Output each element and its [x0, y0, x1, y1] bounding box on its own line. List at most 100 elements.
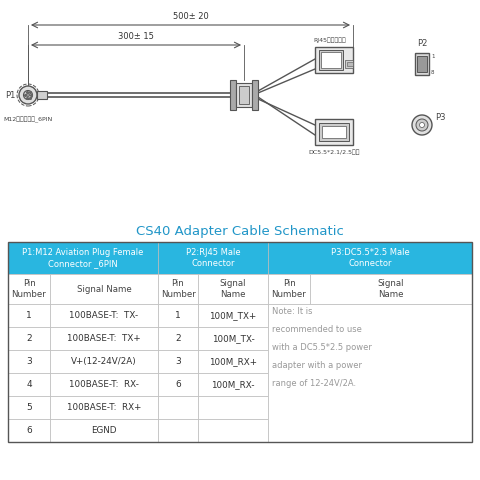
FancyBboxPatch shape: [158, 396, 198, 419]
FancyBboxPatch shape: [8, 396, 50, 419]
Text: 100M_TX-: 100M_TX-: [212, 334, 254, 343]
FancyBboxPatch shape: [268, 304, 472, 442]
FancyBboxPatch shape: [417, 56, 427, 72]
FancyBboxPatch shape: [37, 91, 47, 99]
Text: M12航空头母头_6PIN: M12航空头母头_6PIN: [3, 117, 53, 123]
FancyBboxPatch shape: [310, 274, 472, 304]
FancyBboxPatch shape: [8, 419, 50, 442]
Text: 100M_RX+: 100M_RX+: [209, 357, 257, 366]
Text: 6: 6: [175, 380, 181, 389]
Text: 1: 1: [26, 311, 32, 320]
Circle shape: [26, 94, 29, 96]
FancyBboxPatch shape: [319, 50, 343, 70]
FancyBboxPatch shape: [158, 419, 198, 442]
Circle shape: [19, 86, 37, 104]
Text: recommended to use: recommended to use: [272, 324, 362, 334]
FancyBboxPatch shape: [50, 350, 158, 373]
Text: 3: 3: [175, 357, 181, 366]
FancyBboxPatch shape: [198, 396, 268, 419]
Text: 500± 20: 500± 20: [173, 12, 208, 21]
FancyBboxPatch shape: [315, 119, 353, 145]
Text: 100M_RX-: 100M_RX-: [211, 380, 255, 389]
Text: RJ45连接器公头: RJ45连接器公头: [313, 37, 347, 43]
Text: 4: 4: [26, 380, 32, 389]
FancyBboxPatch shape: [158, 274, 198, 304]
FancyBboxPatch shape: [50, 327, 158, 350]
Text: 6: 6: [26, 426, 32, 435]
Text: Pin
Number: Pin Number: [161, 279, 195, 299]
FancyBboxPatch shape: [158, 350, 198, 373]
Text: 100BASE-T:  RX-: 100BASE-T: RX-: [69, 380, 139, 389]
FancyBboxPatch shape: [345, 60, 353, 68]
FancyBboxPatch shape: [50, 274, 158, 304]
Text: 100BASE-T:  TX-: 100BASE-T: TX-: [70, 311, 139, 320]
FancyBboxPatch shape: [198, 373, 268, 396]
FancyBboxPatch shape: [8, 304, 50, 327]
Text: CS40 Adapter Cable Schematic: CS40 Adapter Cable Schematic: [136, 226, 344, 239]
Text: Pin
Number: Pin Number: [272, 279, 306, 299]
Text: Signal
Name: Signal Name: [220, 279, 246, 299]
Text: EGND: EGND: [91, 426, 117, 435]
Text: P1:M12 Aviation Plug Female
Connector _6PIN: P1:M12 Aviation Plug Female Connector _6…: [22, 248, 144, 268]
FancyBboxPatch shape: [158, 373, 198, 396]
FancyBboxPatch shape: [230, 80, 236, 110]
FancyBboxPatch shape: [268, 274, 310, 304]
Circle shape: [24, 91, 33, 99]
FancyBboxPatch shape: [315, 47, 353, 73]
Circle shape: [412, 115, 432, 135]
FancyBboxPatch shape: [198, 419, 268, 442]
Text: 100BASE-T:  TX+: 100BASE-T: TX+: [67, 334, 141, 343]
Text: 100M_TX+: 100M_TX+: [209, 311, 257, 320]
Text: P3:DC5.5*2.5 Male
Connector: P3:DC5.5*2.5 Male Connector: [331, 248, 409, 268]
Text: Pin
Number: Pin Number: [12, 279, 47, 299]
Text: P1: P1: [5, 91, 15, 99]
FancyBboxPatch shape: [50, 419, 158, 442]
FancyBboxPatch shape: [8, 350, 50, 373]
FancyBboxPatch shape: [50, 396, 158, 419]
FancyBboxPatch shape: [198, 350, 268, 373]
Text: P2:RJ45 Male
Connector: P2:RJ45 Male Connector: [186, 248, 240, 268]
FancyBboxPatch shape: [198, 327, 268, 350]
Text: Signal Name: Signal Name: [77, 285, 132, 293]
FancyBboxPatch shape: [198, 274, 268, 304]
FancyBboxPatch shape: [158, 242, 268, 274]
FancyBboxPatch shape: [322, 126, 346, 138]
Text: 2: 2: [175, 334, 181, 343]
Circle shape: [420, 122, 424, 128]
Text: range of 12-24V/2A.: range of 12-24V/2A.: [272, 379, 356, 387]
Text: P2: P2: [417, 39, 427, 48]
FancyBboxPatch shape: [347, 62, 353, 66]
Text: 300± 15: 300± 15: [118, 32, 154, 41]
FancyBboxPatch shape: [319, 123, 349, 141]
Text: Signal
Name: Signal Name: [378, 279, 404, 299]
Text: with a DC5.5*2.5 power: with a DC5.5*2.5 power: [272, 343, 372, 351]
Circle shape: [416, 119, 428, 131]
Text: 1: 1: [431, 53, 434, 59]
FancyBboxPatch shape: [321, 52, 341, 68]
FancyBboxPatch shape: [236, 83, 252, 107]
Text: 1: 1: [175, 311, 181, 320]
FancyBboxPatch shape: [8, 242, 158, 274]
Text: V+(12-24V/2A): V+(12-24V/2A): [71, 357, 137, 366]
Text: P3: P3: [435, 112, 445, 121]
Text: DC5.5*2.1/2.5母头: DC5.5*2.1/2.5母头: [308, 149, 360, 155]
FancyBboxPatch shape: [8, 274, 50, 304]
FancyBboxPatch shape: [158, 304, 198, 327]
Text: 5: 5: [26, 403, 32, 412]
FancyBboxPatch shape: [415, 53, 429, 75]
FancyBboxPatch shape: [158, 327, 198, 350]
FancyBboxPatch shape: [50, 373, 158, 396]
Text: 8: 8: [431, 70, 434, 74]
FancyBboxPatch shape: [239, 86, 249, 104]
FancyBboxPatch shape: [50, 304, 158, 327]
Text: 100BASE-T:  RX+: 100BASE-T: RX+: [67, 403, 141, 412]
FancyBboxPatch shape: [268, 242, 472, 274]
Text: adapter with a power: adapter with a power: [272, 360, 362, 370]
Text: 2: 2: [26, 334, 32, 343]
FancyBboxPatch shape: [198, 304, 268, 327]
Text: 3: 3: [26, 357, 32, 366]
FancyBboxPatch shape: [252, 80, 258, 110]
FancyBboxPatch shape: [8, 327, 50, 350]
Text: Note: It is: Note: It is: [272, 307, 312, 315]
FancyBboxPatch shape: [8, 373, 50, 396]
